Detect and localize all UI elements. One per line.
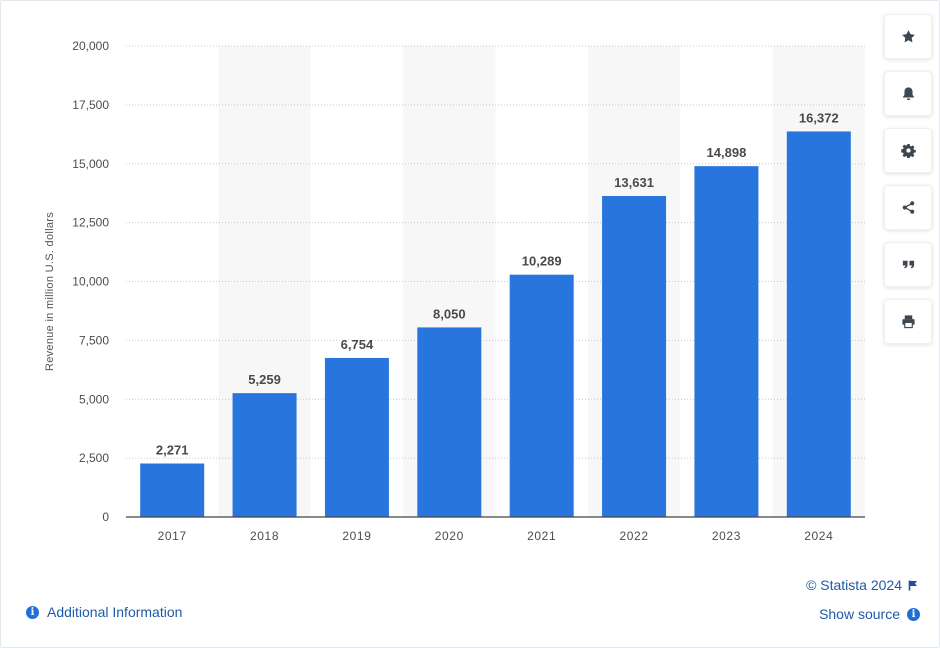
data-label: 6,754 [341,337,374,352]
x-tick-label: 2020 [435,529,464,543]
additional-information-label: Additional Information [47,604,183,620]
gear-icon [900,143,916,158]
bar-2018[interactable] [232,393,297,517]
data-label: 8,050 [433,306,466,321]
bar-2023[interactable] [694,166,759,517]
data-label: 14,898 [707,145,747,160]
data-label: 13,631 [614,175,654,190]
x-tick-label: 2023 [712,529,741,543]
info-icon: i [907,607,920,621]
chart-toolbar [884,14,932,356]
x-tick-label: 2024 [804,529,833,543]
show-source-label: Show source [819,606,900,622]
x-tick-label: 2018 [250,529,279,543]
bar-2020[interactable] [417,327,482,517]
printer-icon [901,315,915,329]
show-source-link[interactable]: Show source i [819,606,920,622]
print-button[interactable] [884,299,932,344]
share-button[interactable] [884,185,932,230]
y-tick-label: 5,000 [79,392,109,406]
quote-icon [902,260,914,269]
y-tick-label: 20,000 [72,39,109,53]
y-tick-label: 17,500 [72,98,109,112]
additional-information-link[interactable]: i Additional Information [26,604,182,620]
flag-icon [908,580,917,590]
x-tick-label: 2017 [158,529,187,543]
data-label: 5,259 [248,372,281,387]
y-axis-title: Revenue in million U.S. dollars [44,212,56,371]
bell-icon [902,87,914,101]
data-label: 2,271 [156,443,189,458]
share-icon [902,201,914,214]
bar-2024[interactable] [786,131,851,518]
y-tick-label: 12,500 [72,216,109,230]
x-tick-label: 2019 [342,529,371,543]
y-tick-label: 2,500 [79,451,109,465]
x-tick-label: 2021 [527,529,556,543]
bar-2019[interactable] [324,357,389,517]
y-tick-label: 0 [102,510,109,524]
y-tick-label: 7,500 [79,333,109,347]
notification-button[interactable] [884,71,932,116]
settings-button[interactable] [884,128,932,173]
star-icon [901,30,915,43]
data-label: 10,289 [522,254,562,269]
y-tick-label: 10,000 [72,275,109,289]
info-icon: i [26,605,39,619]
bar-2022[interactable] [602,195,667,518]
bar-chart: 0 2,500 5,000 7,500 10,000 12,500 15,000 17,500… [44,39,865,543]
y-tick-label: 15,000 [72,157,109,171]
x-tick-label: 2022 [620,529,649,543]
statista-credit[interactable]: © Statista 2024 [806,577,918,593]
bar-2017[interactable] [140,463,205,517]
bar-2021[interactable] [509,274,574,517]
cite-button[interactable] [884,242,932,287]
data-label: 16,372 [799,110,839,125]
credit-text: © Statista 2024 [806,577,902,593]
favorite-button[interactable] [884,14,932,59]
